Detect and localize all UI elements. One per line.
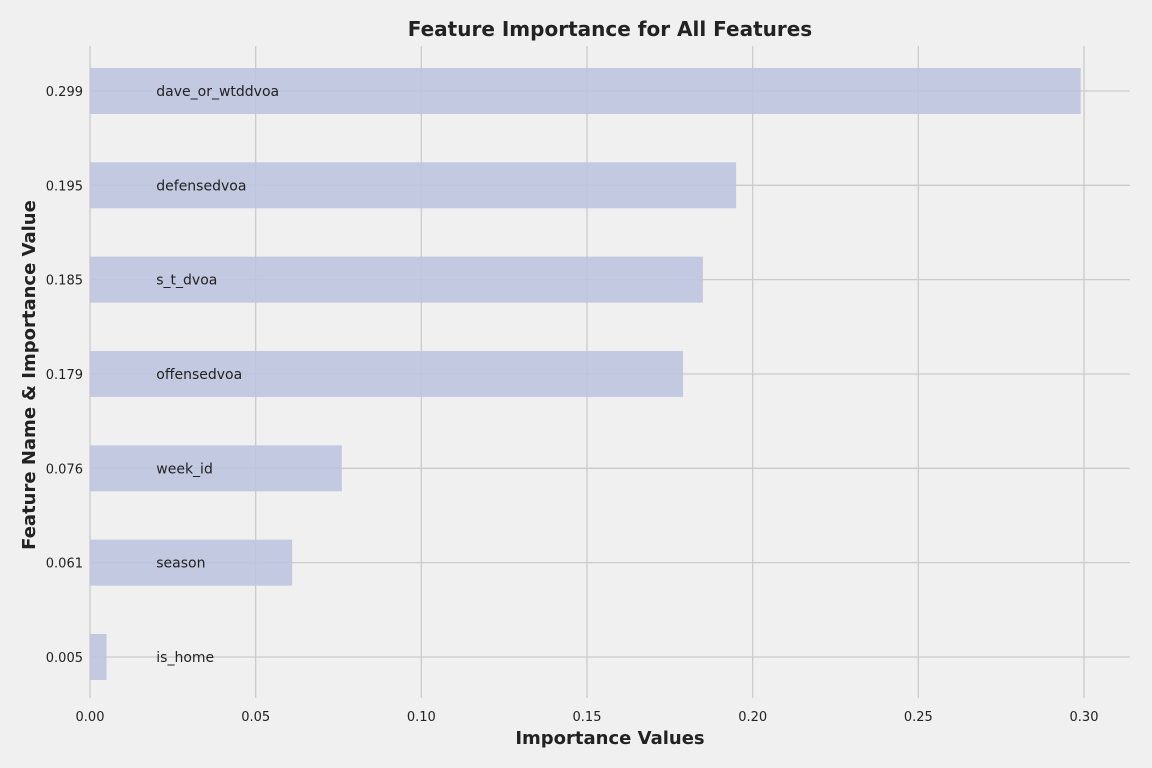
x-tick-label: 0.30 xyxy=(1070,710,1099,725)
x-tick-label: 0.15 xyxy=(573,710,602,725)
bar-layer xyxy=(90,68,1081,680)
x-axis-label: Importance Values xyxy=(515,728,704,749)
bar-feature-label: dave_or_wtddvoa xyxy=(156,84,279,100)
y-tick-label: 0.195 xyxy=(46,179,83,194)
y-axis-label: Feature Name & Importance Value xyxy=(19,200,40,550)
y-tick-layer: 0.299 0.195 0.185 0.179 0.076 0.061 0.005 xyxy=(46,85,83,666)
label-layer: dave_or_wtddvoa defensedvoa s_t_dvoaoffens… xyxy=(156,84,279,666)
bar-dave_or_wtddvoa xyxy=(90,68,1081,114)
x-tick-label: 0.05 xyxy=(241,710,270,725)
bar-s_t_dvoa xyxy=(90,256,703,303)
bar-feature-label: offensedvoa xyxy=(156,367,242,383)
bar-feature-label: is_home xyxy=(156,650,214,666)
x-tick-layer: 0.00 0.05 0.10 0.15 0.20 0.25 0.30 xyxy=(76,710,1099,725)
bar-feature-label: s_t_dvoa xyxy=(156,273,217,289)
y-tick-label: 0.299 xyxy=(46,85,83,100)
x-tick-label: 0.20 xyxy=(738,710,767,725)
y-tick-label: 0.179 xyxy=(46,368,83,383)
x-tick-label: 0.00 xyxy=(76,710,105,725)
chart-title: Feature Importance for All Features xyxy=(408,17,812,41)
bar-season xyxy=(90,539,293,586)
bar-feature-label: defensedvoa xyxy=(156,178,246,194)
y-tick-label: 0.076 xyxy=(46,462,83,477)
y-tick-label: 0.005 xyxy=(46,651,83,666)
y-tick-label: 0.061 xyxy=(46,557,83,572)
bar-feature-label: week_id xyxy=(156,461,213,477)
bar-offensedvoa xyxy=(90,350,684,397)
bar-week_id xyxy=(90,445,342,492)
x-tick-label: 0.10 xyxy=(407,710,436,725)
y-tick-label: 0.185 xyxy=(46,274,83,289)
bar-defensedvoa xyxy=(90,162,737,209)
bar-feature-label: season xyxy=(156,556,205,572)
bar-is_home xyxy=(90,633,107,680)
x-tick-label: 0.25 xyxy=(904,710,933,725)
